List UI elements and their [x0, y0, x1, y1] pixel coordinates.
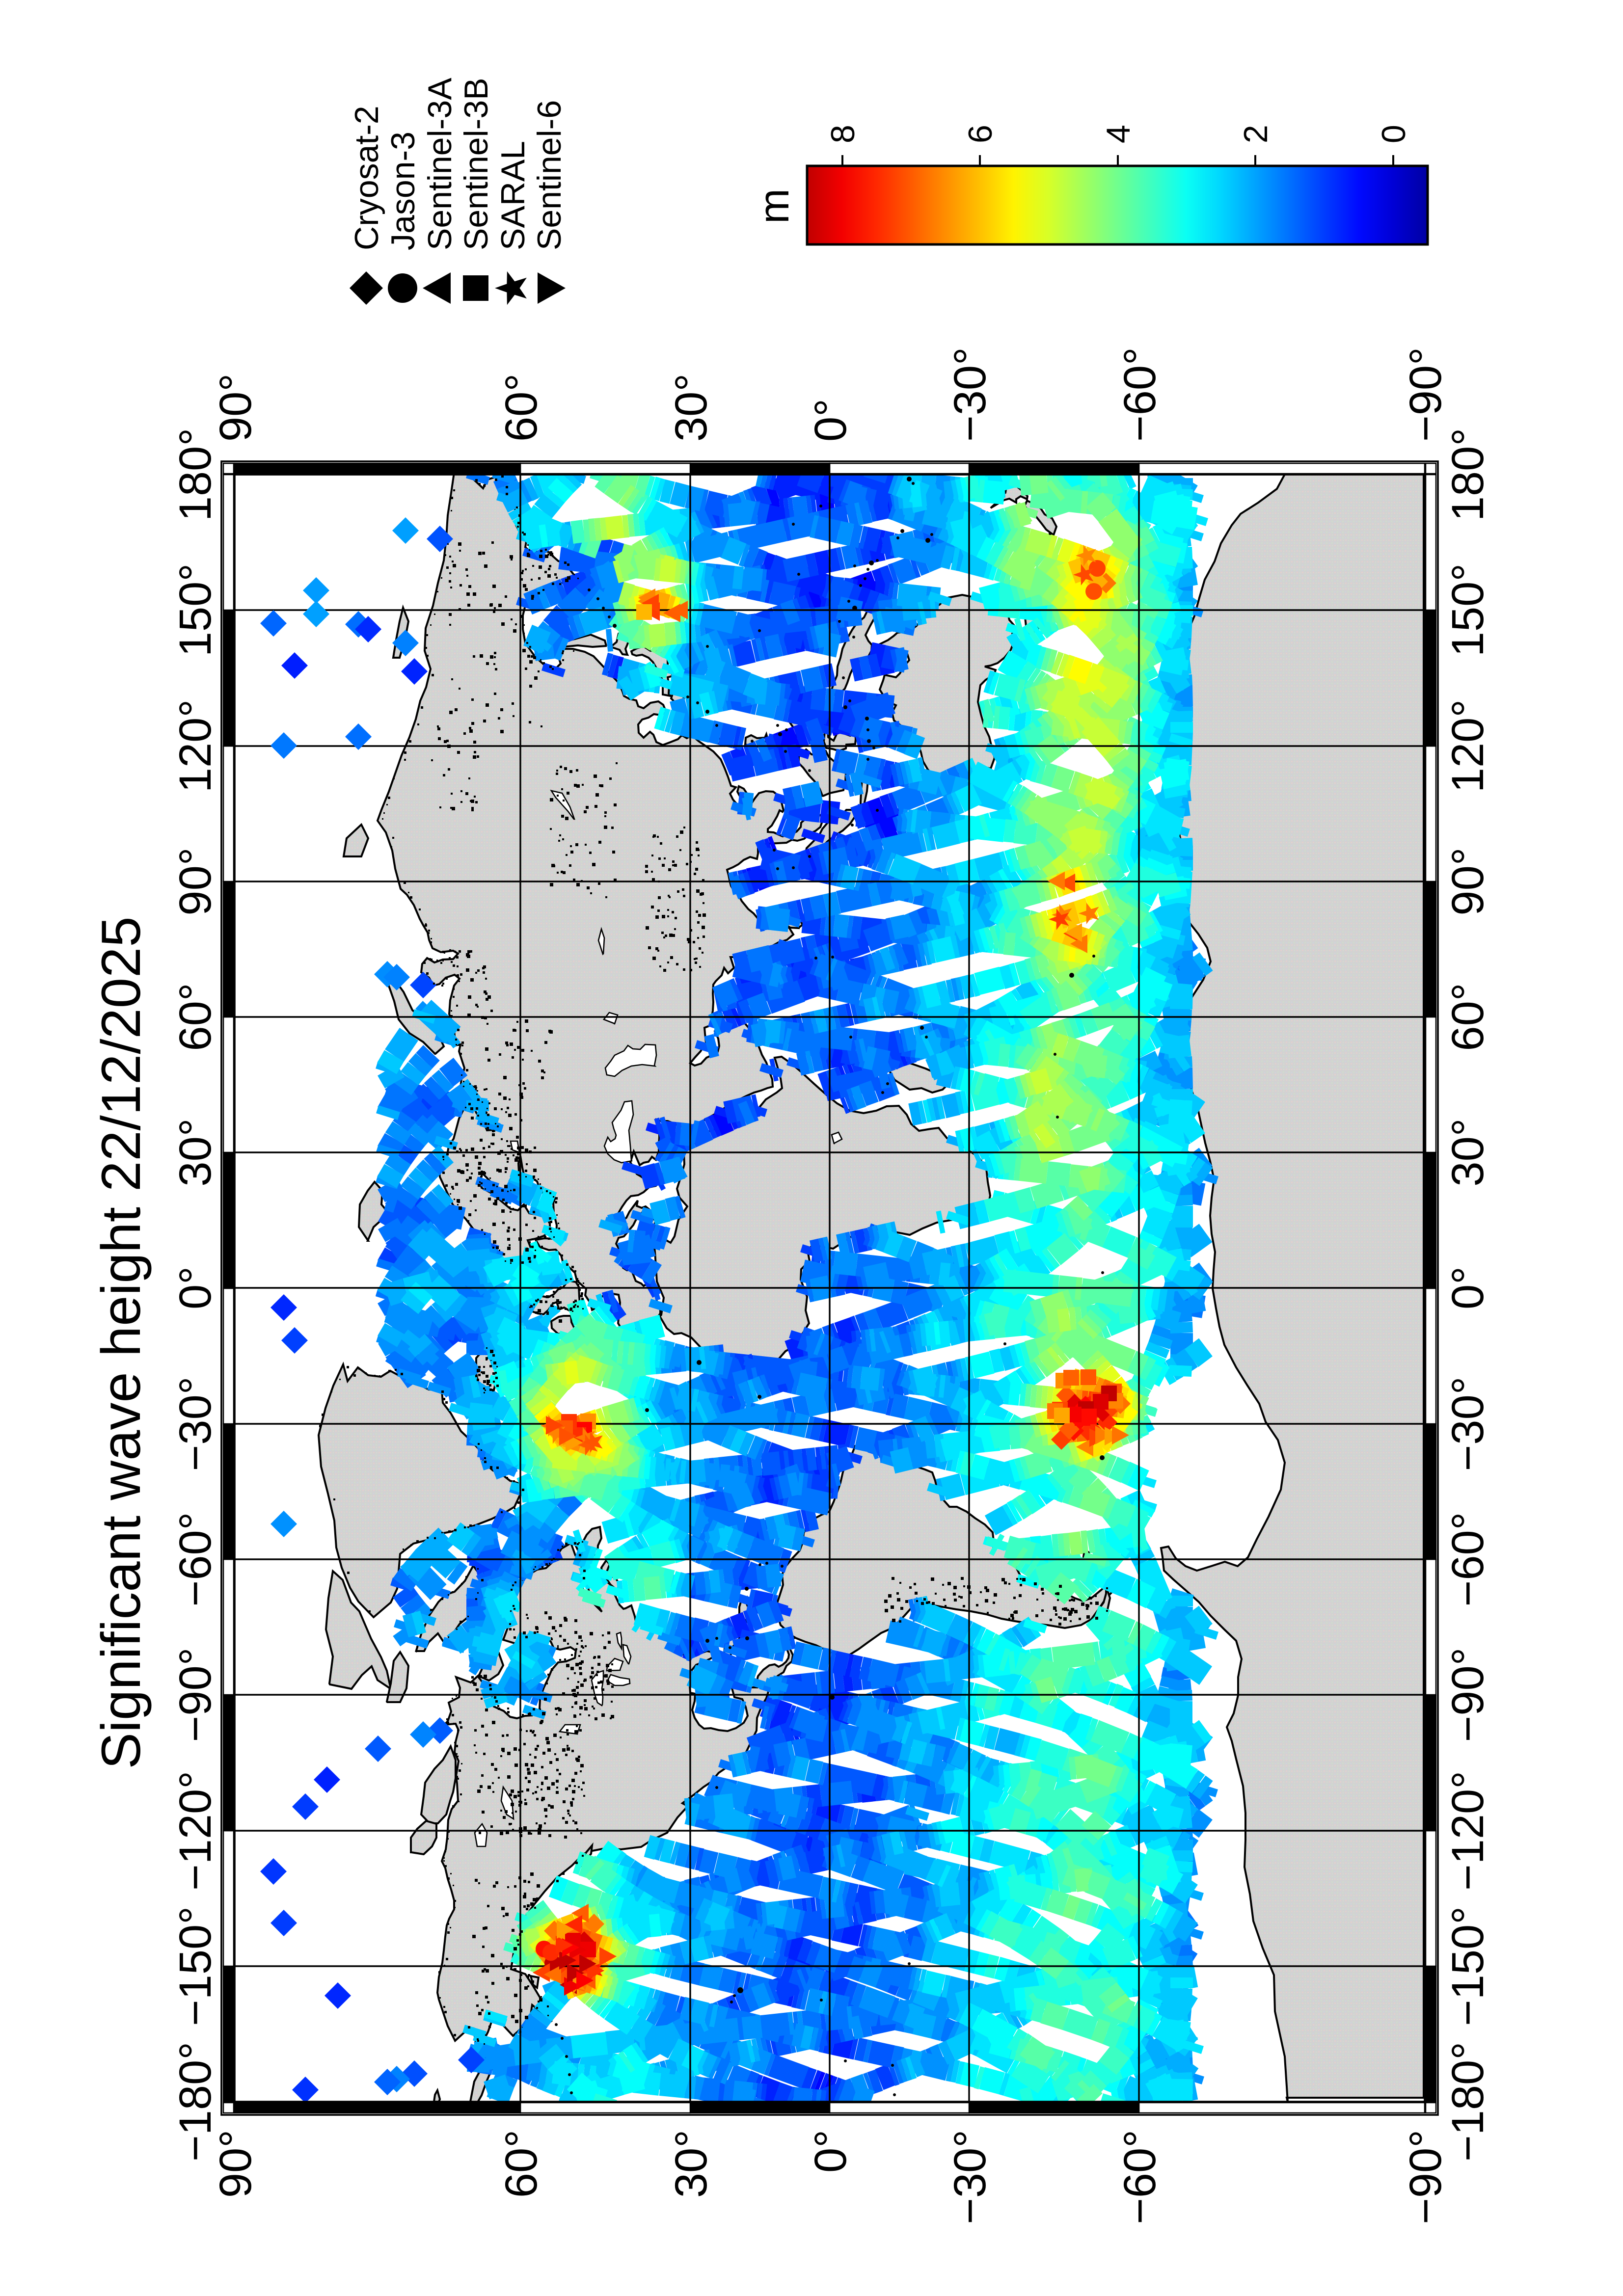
svg-text:60°: 60° [170, 983, 220, 1051]
svg-text:SARAL: SARAL [494, 141, 532, 250]
svg-text:Sentinel-6: Sentinel-6 [531, 100, 568, 250]
svg-text:−150°: −150° [170, 1906, 220, 2026]
svg-text:−120°: −120° [170, 1771, 220, 1891]
svg-text:4: 4 [1100, 125, 1137, 143]
svg-text:90°: 90° [211, 374, 261, 442]
svg-text:−180°: −180° [1443, 2042, 1493, 2162]
svg-text:90°: 90° [1443, 847, 1493, 915]
svg-text:Cryosat-2: Cryosat-2 [348, 106, 385, 250]
svg-text:−30°: −30° [170, 1377, 220, 1471]
svg-text:150°: 150° [170, 563, 220, 657]
svg-text:8: 8 [824, 125, 862, 143]
svg-text:0°: 0° [1443, 1266, 1493, 1309]
svg-text:Jason-3: Jason-3 [384, 132, 422, 250]
svg-text:30°: 30° [666, 374, 716, 442]
svg-text:−90°: −90° [1443, 1648, 1493, 1742]
svg-text:0: 0 [1375, 125, 1412, 143]
svg-text:−60°: −60° [1443, 1512, 1493, 1607]
svg-text:60°: 60° [1443, 983, 1493, 1051]
svg-text:−60°: −60° [1115, 2130, 1165, 2224]
svg-text:180°: 180° [1443, 428, 1493, 521]
svg-text:−120°: −120° [1443, 1771, 1493, 1891]
svg-text:m: m [751, 188, 798, 224]
svg-text:6: 6 [962, 125, 999, 143]
svg-text:−30°: −30° [945, 2130, 995, 2224]
svg-text:Sentinel-3A: Sentinel-3A [421, 78, 459, 250]
svg-text:−60°: −60° [1115, 347, 1165, 442]
svg-text:0°: 0° [806, 399, 856, 442]
svg-text:90°: 90° [170, 847, 220, 915]
svg-text:30°: 30° [666, 2130, 716, 2198]
svg-text:−90°: −90° [170, 1648, 220, 1742]
svg-text:−30°: −30° [945, 347, 995, 442]
svg-text:Sentinel-3B: Sentinel-3B [458, 78, 495, 250]
svg-text:Significant wave height 22/12/: Significant wave height 22/12/2025 [90, 916, 152, 1769]
svg-text:60°: 60° [496, 374, 546, 442]
svg-text:0°: 0° [806, 2130, 856, 2173]
svg-text:2: 2 [1237, 125, 1274, 143]
svg-text:−180°: −180° [170, 2042, 220, 2162]
svg-text:60°: 60° [496, 2130, 546, 2198]
svg-text:180°: 180° [170, 428, 220, 521]
svg-text:30°: 30° [170, 1118, 220, 1186]
svg-text:−60°: −60° [170, 1512, 220, 1607]
svg-text:−150°: −150° [1443, 1906, 1493, 2026]
svg-text:0°: 0° [170, 1266, 220, 1309]
svg-text:−90°: −90° [1401, 2130, 1451, 2224]
svg-text:−30°: −30° [1443, 1377, 1493, 1471]
svg-text:120°: 120° [170, 699, 220, 793]
svg-text:120°: 120° [1443, 699, 1493, 793]
svg-text:150°: 150° [1443, 563, 1493, 657]
svg-text:−90°: −90° [1401, 347, 1451, 442]
svg-text:30°: 30° [1443, 1118, 1493, 1186]
svg-text:90°: 90° [211, 2130, 261, 2198]
